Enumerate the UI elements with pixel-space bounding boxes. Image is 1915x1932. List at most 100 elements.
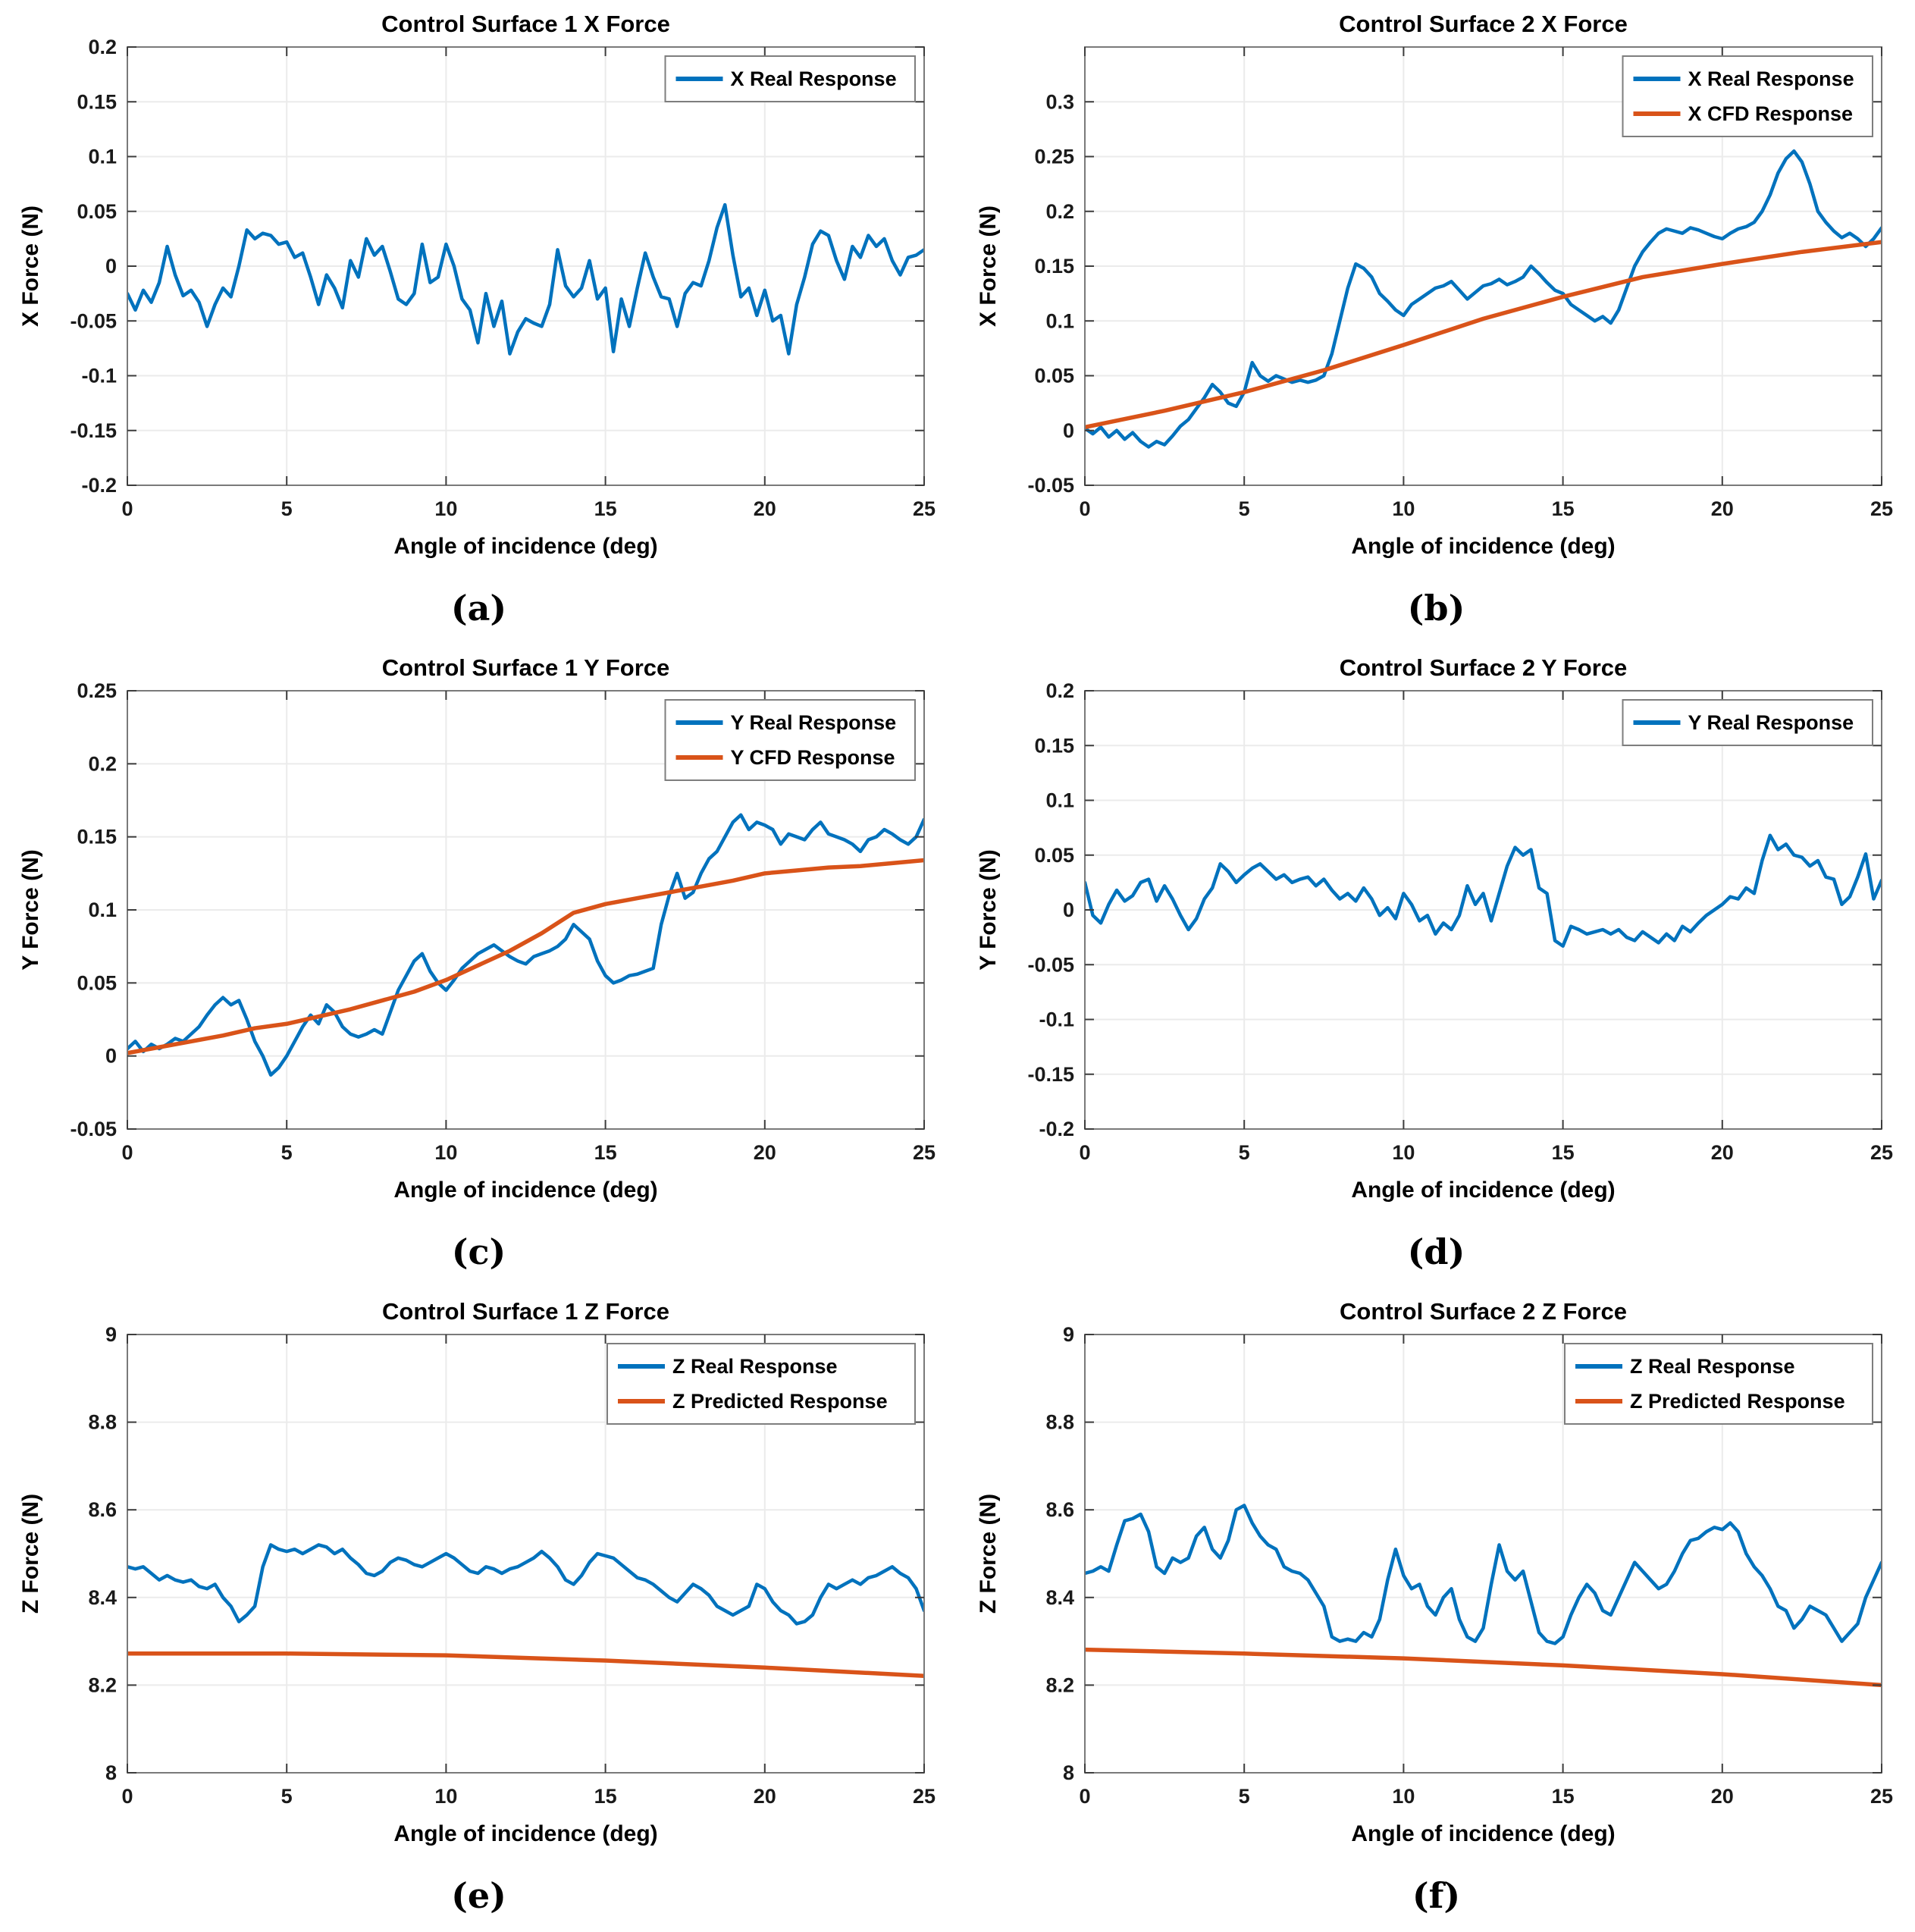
y-tick-label: 0.05	[1034, 365, 1074, 387]
y-axis-label: X Force (N)	[976, 205, 1001, 327]
y-tick-label: 8.8	[1045, 1411, 1074, 1434]
y-tick-label: 0.15	[1034, 255, 1074, 278]
y-tick-label: 9	[105, 1323, 117, 1346]
y-tick-label: 0.1	[1045, 789, 1074, 812]
series-group	[1085, 149, 1882, 449]
tick-marks	[127, 690, 925, 1130]
panel-e: 0 5 10 15 20 25 8 8.2 8.4 8.6 8.8 9 Control Surface …	[0, 1287, 958, 1931]
y-tick-label: -0.15	[1027, 1063, 1074, 1086]
x-tick-label: 15	[1552, 1141, 1575, 1164]
legend-label: X Real Response	[731, 67, 897, 90]
legend-label: Z Real Response	[1630, 1355, 1795, 1378]
x-tick-label: 10	[434, 1785, 457, 1808]
x-tick-label: 10	[434, 1141, 457, 1164]
y-tick-label: 0.05	[77, 971, 117, 994]
caption-a: (a)	[450, 588, 507, 629]
x-tick-label: 20	[1711, 497, 1734, 520]
x-tick-label: 20	[1711, 1141, 1734, 1164]
chart-e-canvas: 0 5 10 15 20 25 8 8.2 8.4 8.6 8.8 9 Control Surface …	[0, 1287, 958, 1862]
series-line-0	[127, 813, 924, 1077]
y-axis-label: Y Force (N)	[18, 849, 43, 970]
y-tick-label: 8.2	[1045, 1673, 1074, 1696]
axes-box	[1084, 1334, 1882, 1774]
legend: X Real Response	[664, 55, 916, 102]
x-tick-label: 25	[1870, 1785, 1893, 1808]
y-tick-label: -0.1	[1039, 1008, 1074, 1031]
caption-b: (b)	[1407, 588, 1465, 629]
chart-title: Control Surface 2 X Force	[1339, 11, 1628, 37]
legend: Y Real Response Y CFD Response	[664, 699, 916, 781]
legend: X Real Response X CFD Response	[1622, 55, 1873, 137]
x-tick-label: 0	[1079, 497, 1090, 520]
chart-f-canvas: 0 5 10 15 20 25 8 8.2 8.4 8.6 8.8 9 Control Surface …	[958, 1287, 1915, 1862]
tick-marks	[127, 1334, 925, 1774]
legend-label: X Real Response	[1688, 67, 1854, 90]
legend-label: X CFD Response	[1688, 102, 1854, 125]
x-tick-label: 15	[1552, 497, 1575, 520]
y-axis-label: X Force (N)	[18, 205, 43, 327]
panel-f: 0 5 10 15 20 25 8 8.2 8.4 8.6 8.8 9 Control Surface …	[958, 1287, 1915, 1931]
y-tick-label: 0.2	[88, 36, 117, 58]
y-tick-label: -0.1	[81, 365, 117, 387]
y-tick-label: 0.15	[1034, 734, 1074, 757]
y-tick-label: 8.6	[1045, 1498, 1074, 1521]
panel-c: 0 5 10 15 20 25 -0.05 0 0.05 0.1 0.15 0.2 0.25 Contro…	[0, 644, 958, 1287]
x-tick-label: 0	[121, 497, 133, 520]
y-tick-label: -0.05	[1027, 953, 1074, 976]
tick-marks	[1084, 47, 1882, 486]
x-tick-label: 20	[754, 1785, 776, 1808]
x-tick-label: 10	[434, 497, 457, 520]
y-tick-label: 8.4	[88, 1586, 117, 1609]
legend-label: Y CFD Response	[731, 746, 895, 769]
y-tick-label: -0.2	[1039, 1118, 1074, 1140]
x-tick-label: 25	[913, 1141, 936, 1164]
y-tick-label: 9	[1063, 1323, 1074, 1346]
x-tick-label: 0	[121, 1141, 133, 1164]
tick-marks	[127, 46, 925, 486]
x-tick-label: 15	[594, 497, 617, 520]
y-tick-label: 8.8	[88, 1411, 117, 1434]
tick-marks	[1084, 690, 1882, 1130]
y-tick-label: -0.2	[81, 474, 117, 497]
legend-label: Z Predicted Response	[1630, 1390, 1845, 1413]
y-tick-label: 0.25	[1034, 146, 1074, 168]
panel-a: 0 5 10 15 20 25 -0.2 -0.15 -0.1 -0.05 0 0.05 0.1 0.15…	[0, 0, 958, 644]
y-tick-label: 0.1	[1045, 309, 1074, 332]
y-tick-label: 8.6	[88, 1498, 117, 1521]
chart-a-canvas: 0 5 10 15 20 25 -0.2 -0.15 -0.1 -0.05 0 0.05 0.1 0.15…	[0, 0, 958, 575]
x-tick-label: 5	[1239, 1785, 1250, 1808]
x-tick-label: 10	[1392, 1141, 1415, 1164]
caption-f: (f)	[1412, 1875, 1461, 1916]
caption-d: (d)	[1407, 1231, 1465, 1272]
legend: Z Real Response Z Predicted Response	[606, 1343, 916, 1425]
y-tick-label: -0.15	[70, 419, 117, 442]
legend-label: Z Predicted Response	[672, 1390, 888, 1413]
legend-label: Y Real Response	[731, 711, 897, 734]
series-group	[127, 1543, 924, 1679]
x-axis-label: Angle of incidence (deg)	[393, 1821, 657, 1846]
x-axis-label: Angle of incidence (deg)	[1351, 1821, 1615, 1846]
y-tick-label: 0.1	[88, 146, 117, 168]
x-tick-label: 15	[594, 1141, 617, 1164]
x-axis-label: Angle of incidence (deg)	[1351, 534, 1615, 559]
legend: Y Real Response	[1622, 699, 1873, 746]
series-line-1	[1085, 1647, 1882, 1688]
x-tick-label: 5	[281, 497, 293, 520]
x-tick-label: 20	[754, 497, 776, 520]
caption-e: (e)	[451, 1875, 506, 1916]
y-tick-label: 0	[1063, 419, 1074, 442]
y-tick-label: 0.2	[88, 752, 117, 775]
x-tick-label: 25	[1870, 1141, 1893, 1164]
y-tick-label: 0	[105, 1045, 117, 1068]
y-tick-label: 0.2	[1045, 200, 1074, 223]
x-tick-label: 5	[1239, 1141, 1250, 1164]
y-tick-label: 0.15	[77, 90, 117, 113]
x-tick-label: 25	[913, 1785, 936, 1808]
y-tick-label: 8.2	[88, 1673, 117, 1696]
y-tick-label: 8.4	[1045, 1586, 1074, 1609]
series-line-1	[1085, 240, 1882, 430]
y-tick-label: -0.05	[70, 309, 117, 332]
y-tick-label: 0.05	[1034, 844, 1074, 867]
y-tick-label: 0.3	[1045, 90, 1074, 113]
